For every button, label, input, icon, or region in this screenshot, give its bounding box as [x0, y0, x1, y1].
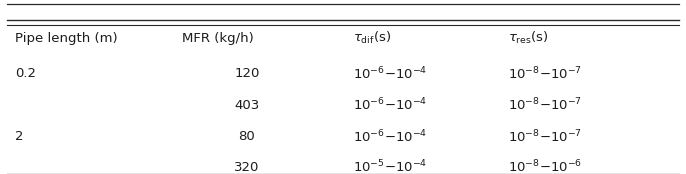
Text: $10^{-5}$$-$$10^{-4}$: $10^{-5}$$-$$10^{-4}$: [353, 159, 427, 174]
Text: 120: 120: [235, 68, 259, 80]
Text: 0.2: 0.2: [15, 68, 36, 80]
Text: MFR (kg/h): MFR (kg/h): [182, 32, 254, 45]
Text: 403: 403: [235, 99, 259, 112]
Text: $10^{-6}$$-$$10^{-4}$: $10^{-6}$$-$$10^{-4}$: [353, 128, 427, 145]
Text: $\tau_{\mathregular{res}}$(s): $\tau_{\mathregular{res}}$(s): [508, 30, 548, 46]
Text: $10^{-6}$$-$$10^{-4}$: $10^{-6}$$-$$10^{-4}$: [353, 66, 427, 82]
Text: $10^{-8}$$-$$10^{-7}$: $10^{-8}$$-$$10^{-7}$: [508, 128, 582, 145]
Text: $10^{-8}$$-$$10^{-7}$: $10^{-8}$$-$$10^{-7}$: [508, 97, 582, 114]
Text: $10^{-6}$$-$$10^{-4}$: $10^{-6}$$-$$10^{-4}$: [353, 97, 427, 114]
Text: $10^{-8}$$-$$10^{-6}$: $10^{-8}$$-$$10^{-6}$: [508, 159, 582, 174]
Text: 2: 2: [15, 130, 23, 143]
Text: 320: 320: [235, 161, 259, 173]
Text: 80: 80: [239, 130, 255, 143]
Text: Pipe length (m): Pipe length (m): [15, 32, 118, 45]
Text: $10^{-8}$$-$$10^{-7}$: $10^{-8}$$-$$10^{-7}$: [508, 66, 582, 82]
Text: $\tau_{\mathregular{dif}}$(s): $\tau_{\mathregular{dif}}$(s): [353, 30, 392, 46]
